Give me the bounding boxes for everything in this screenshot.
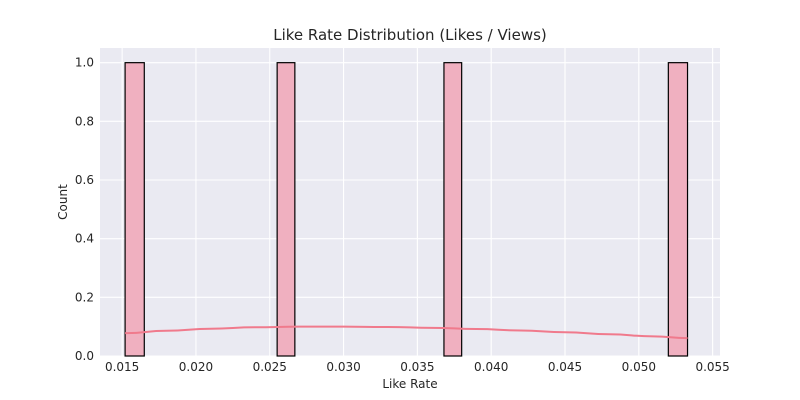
x-tick-label: 0.040 [474, 360, 508, 374]
y-axis-ticks: 0.0 0.2 0.4 0.6 0.8 1.0 [75, 56, 94, 363]
x-tick-label: 0.025 [253, 360, 287, 374]
histogram-bar [124, 62, 145, 357]
chart-title: Like Rate Distribution (Likes / Views) [273, 26, 547, 44]
histogram-bar [443, 62, 463, 357]
plot-background [100, 48, 720, 356]
x-tick-label: 0.015 [105, 360, 139, 374]
x-tick-label: 0.020 [179, 360, 213, 374]
y-tick-label: 0.8 [75, 114, 94, 128]
y-tick-label: 0.4 [75, 232, 94, 246]
x-tick-label: 0.045 [548, 360, 582, 374]
kde-line [125, 325, 688, 340]
x-tick-label: 0.050 [622, 360, 656, 374]
y-tick-label: 0.6 [75, 173, 94, 187]
histogram-bar [667, 62, 689, 357]
bars [124, 62, 689, 357]
x-axis-label: Like Rate [382, 377, 437, 391]
x-tick-label: 0.030 [326, 360, 360, 374]
x-tick-label: 0.055 [695, 360, 729, 374]
x-axis-ticks: 0.015 0.020 0.025 0.030 0.035 0.040 0.045 0.050… [105, 360, 730, 374]
x-tick-label: 0.035 [400, 360, 434, 374]
grid [100, 48, 720, 357]
y-tick-label: 1.0 [75, 56, 94, 70]
histogram-bar [276, 62, 296, 357]
y-axis-label: Count [56, 184, 70, 220]
y-tick-label: 0.2 [75, 290, 94, 304]
y-tick-label: 0.0 [75, 349, 94, 363]
